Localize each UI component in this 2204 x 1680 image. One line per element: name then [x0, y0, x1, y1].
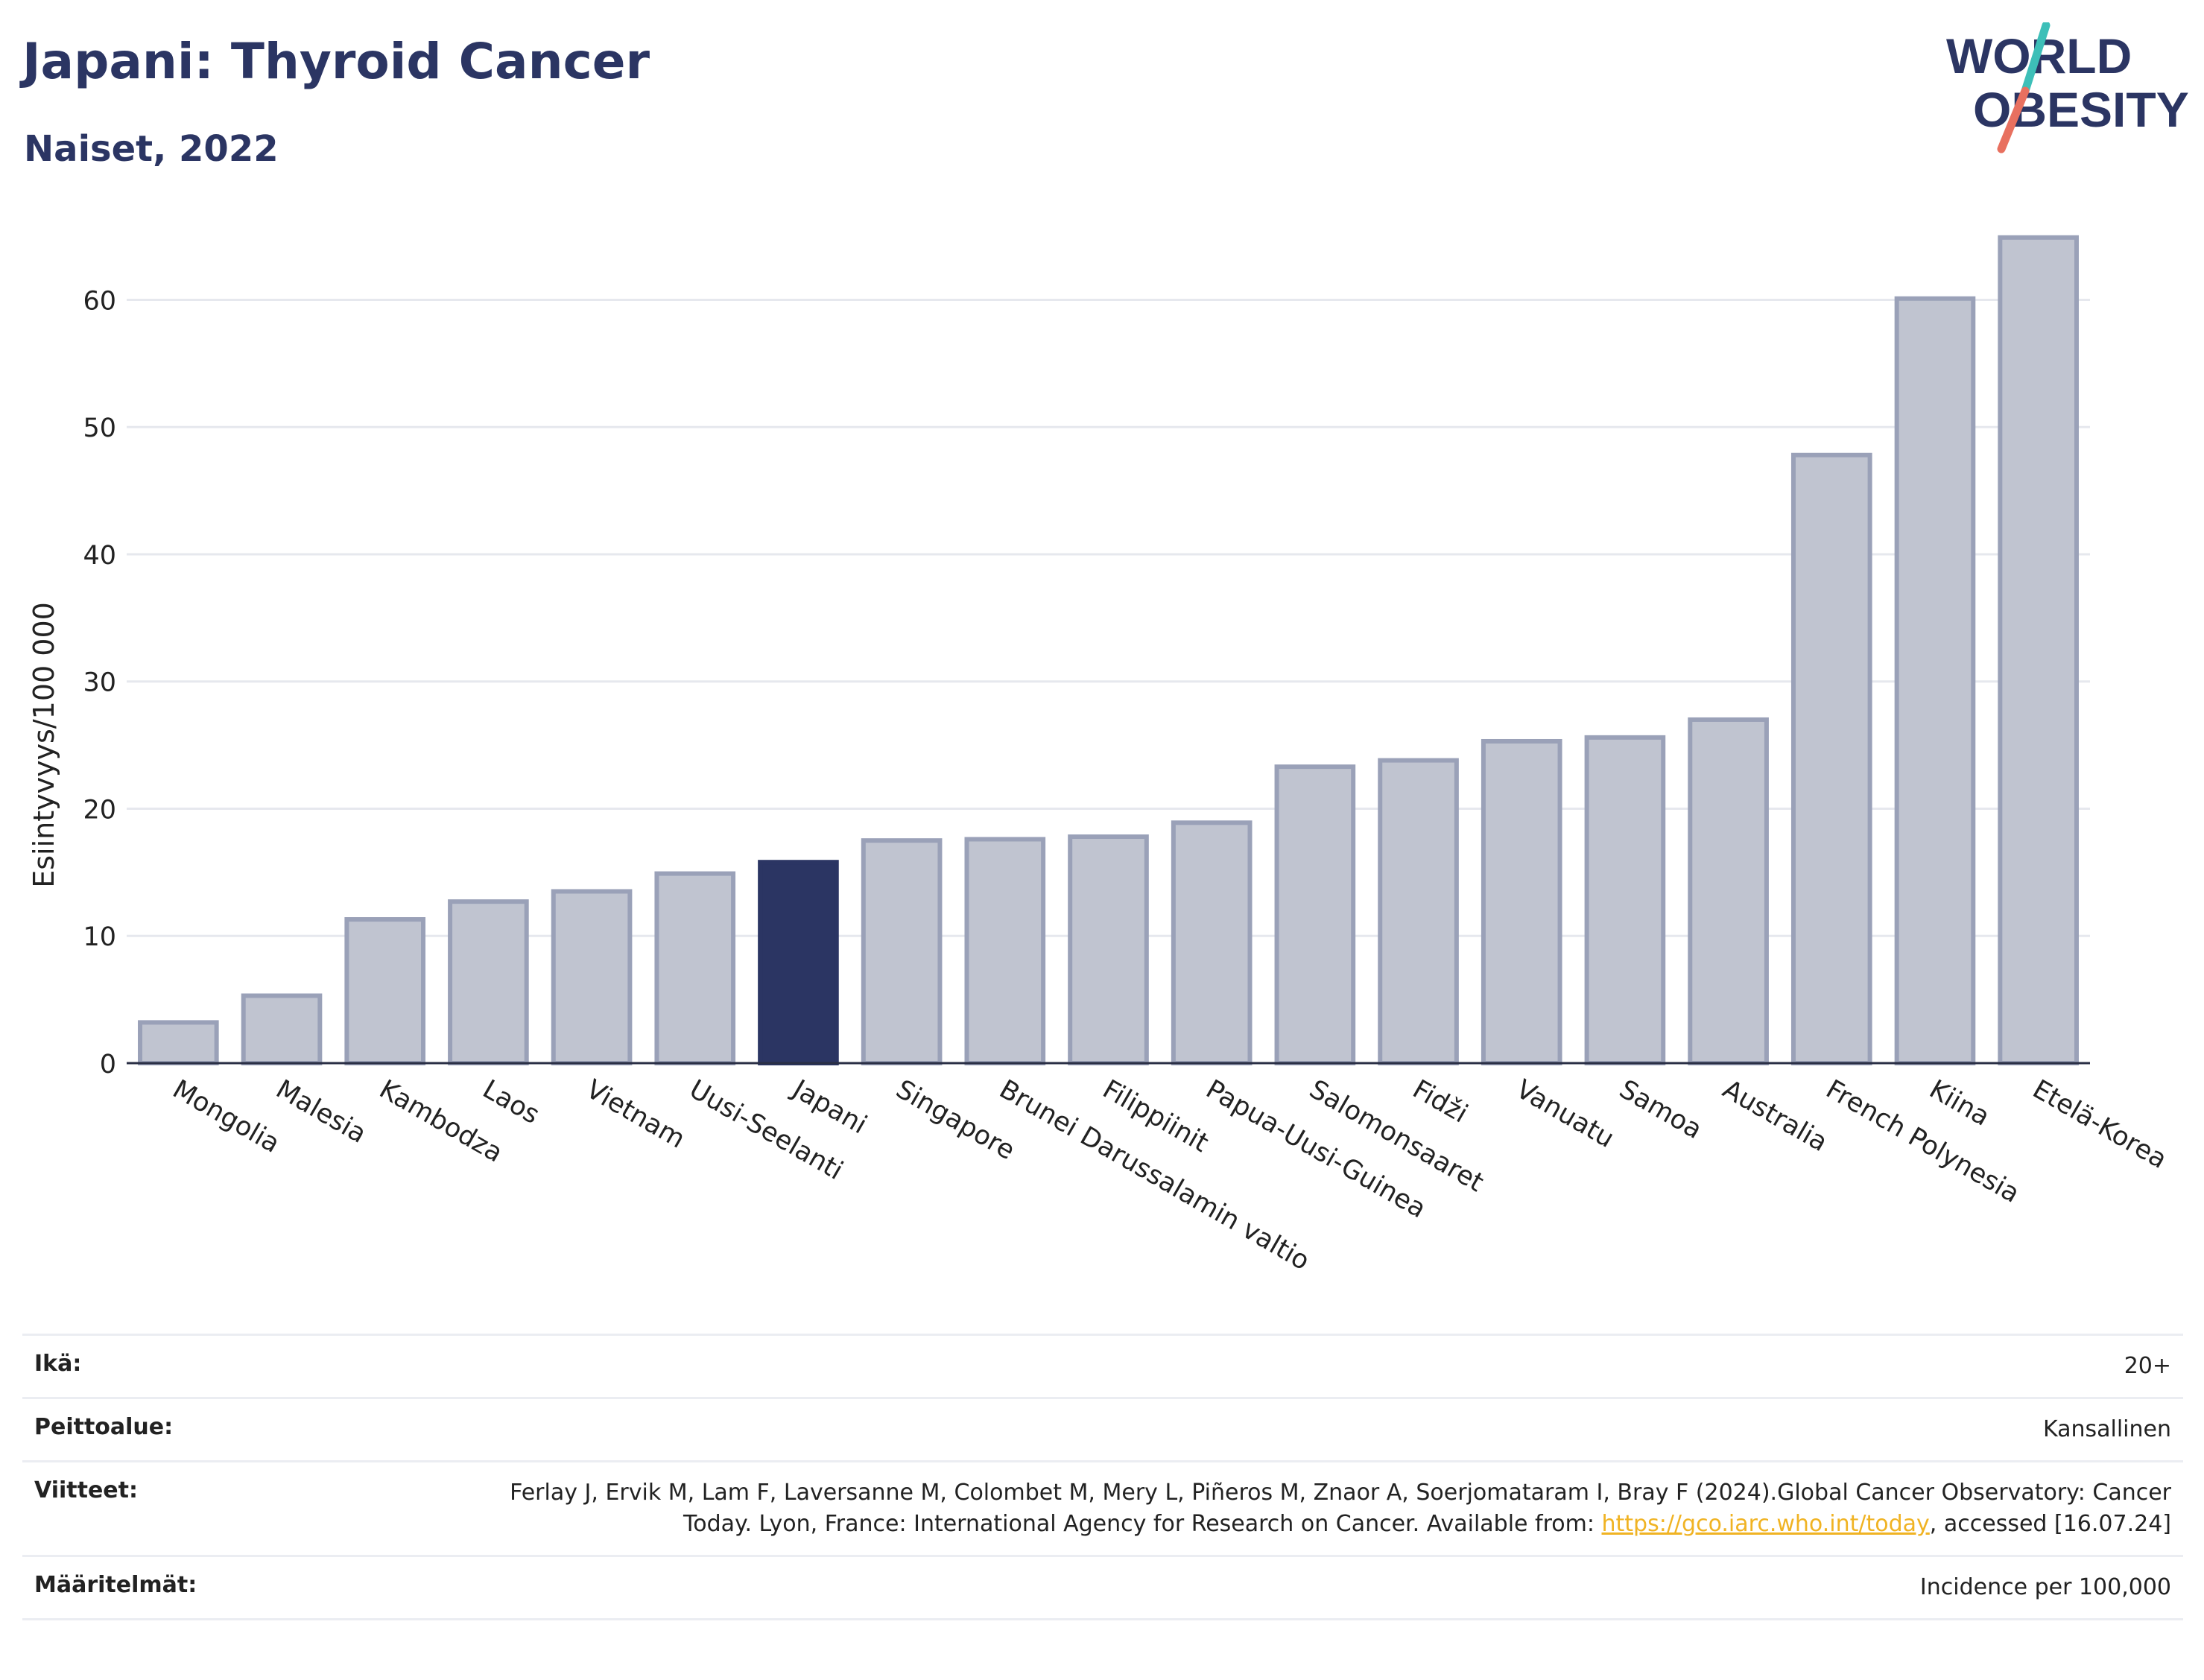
bar-uusi-seelanti: [654, 871, 736, 1065]
x-tick-label: Japani: [786, 1074, 872, 1140]
y-tick-label: 60: [83, 286, 116, 316]
info-label-age: Ikä:: [34, 1351, 82, 1377]
logo-slash-teal: [2021, 22, 2051, 95]
y-tick-label: 10: [83, 922, 116, 952]
info-table: Ikä: 20+ Peittoalue: Kansallinen Viittee…: [22, 1334, 2183, 1620]
info-value-definitions: Incidence per 100,000: [1919, 1574, 2171, 1600]
x-tick-label: Malesia: [271, 1074, 372, 1150]
x-tick-label: Laos: [478, 1074, 545, 1130]
bar-malesia: [241, 993, 323, 1066]
y-axis-label: Esiintyvyys/100 000: [28, 602, 60, 888]
x-tick-label: French Polynesia: [1821, 1074, 2024, 1209]
bar-kiina: [1894, 296, 1976, 1066]
bar-singapore: [861, 838, 943, 1065]
x-tick-label: Australia: [1717, 1074, 1832, 1158]
info-value-coverage: Kansallinen: [2042, 1416, 2171, 1442]
y-tick-label: 0: [100, 1050, 116, 1080]
bar-japani: [758, 860, 839, 1065]
bars: [138, 235, 2079, 1066]
bar-australia: [1688, 717, 1769, 1065]
bar-fidži: [1378, 758, 1459, 1065]
info-label-definitions: Määritelmät:: [34, 1572, 197, 1598]
chart-subtitle: Naiset, 2022: [24, 128, 279, 170]
x-tick-label: Vanuatu: [1511, 1074, 1619, 1154]
info-value-references: Ferlay J, Ervik M, Lam F, Laversanne M, …: [487, 1477, 2171, 1540]
bar-filippiinit: [1068, 834, 1149, 1065]
bar-kambodza: [344, 917, 426, 1065]
bar-etelä-korea: [1998, 235, 2079, 1065]
info-row-definitions: Määritelmät: Incidence per 100,000: [22, 1555, 2183, 1620]
bar-mongolia: [138, 1020, 219, 1065]
x-tick-label: Kiina: [1924, 1074, 1995, 1132]
info-row-age: Ikä: 20+: [22, 1334, 2183, 1397]
info-row-coverage: Peittoalue: Kansallinen: [22, 1397, 2183, 1460]
bar-samoa: [1584, 735, 1666, 1065]
reference-text: Ferlay J, Ervik M, Lam F, Laversanne M, …: [510, 1480, 2171, 1537]
bar-laos: [448, 899, 529, 1066]
x-tick-label: Vietnam: [581, 1074, 690, 1155]
bar-french-polynesia: [1790, 452, 1872, 1065]
chart-title: Japani: Thyroid Cancer: [22, 33, 650, 90]
info-value-age: 20+: [2124, 1353, 2171, 1379]
info-label-coverage: Peittoalue:: [34, 1414, 174, 1440]
bar-papua-uusi-guinea: [1171, 820, 1253, 1065]
y-axis: 0 10 20 30 40 50 60: [83, 286, 116, 1080]
reference-accessed: , accessed [16.07.24]: [1929, 1511, 2171, 1537]
bar-vanuatu: [1481, 738, 1562, 1065]
y-tick-label: 50: [83, 413, 116, 443]
x-tick-label: Etelä-Korea: [2027, 1074, 2172, 1175]
x-tick-label: Fidži: [1407, 1074, 1472, 1129]
world-obesity-logo: WORLD OBESITY: [1946, 22, 2189, 153]
y-tick-label: 20: [83, 795, 116, 825]
bar-vietnam: [551, 889, 633, 1066]
bar-brunei-darussalamin-valtio: [964, 837, 1046, 1065]
reference-link[interactable]: https://gco.iarc.who.int/today: [1601, 1511, 1930, 1537]
info-row-references: Viitteet: Ferlay J, Ervik M, Lam F, Lave…: [22, 1460, 2183, 1555]
x-tick-label: Samoa: [1614, 1074, 1706, 1145]
info-label-references: Viitteet:: [34, 1477, 138, 1503]
x-tick-label: Mongolia: [168, 1074, 285, 1159]
y-tick-label: 30: [83, 668, 116, 698]
bar-salomonsaaret: [1274, 764, 1356, 1066]
y-tick-label: 40: [83, 541, 116, 571]
logo-slash-coral: [1997, 86, 2030, 153]
